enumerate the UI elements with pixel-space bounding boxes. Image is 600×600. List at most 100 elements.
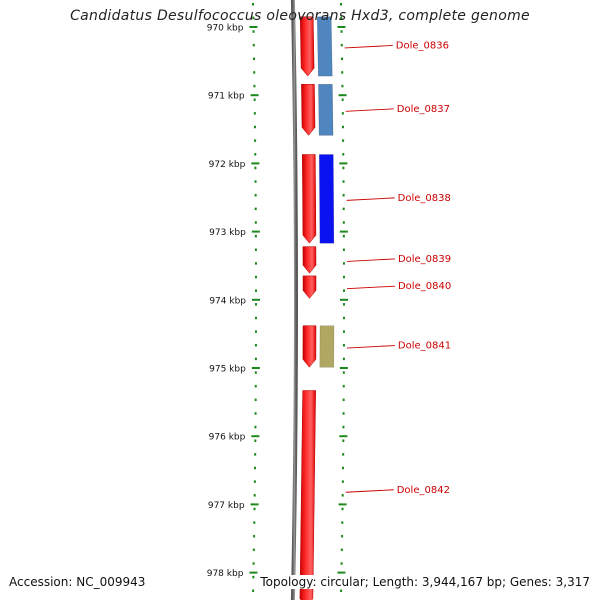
- minor-tick: [254, 398, 257, 402]
- product-bar[interactable]: [319, 325, 335, 368]
- minor-tick: [342, 262, 345, 265]
- gene-label[interactable]: Dole_0842: [397, 485, 450, 496]
- minor-tick: [342, 412, 345, 415]
- minor-tick: [254, 193, 257, 197]
- inner-tick-track: [251, 3, 257, 593]
- label-leader: [344, 44, 393, 49]
- minor-tick: [252, 16, 255, 20]
- minor-tick: [341, 534, 344, 538]
- tick-label: 971 kbp: [208, 92, 245, 102]
- product-bar[interactable]: [319, 154, 335, 244]
- minor-tick: [339, 3, 342, 6]
- minor-tick: [342, 207, 345, 211]
- product-bar[interactable]: [318, 84, 334, 136]
- minor-tick: [342, 344, 345, 347]
- gene-arrow[interactable]: [301, 84, 316, 136]
- minor-tick: [340, 43, 343, 47]
- minor-tick: [341, 125, 344, 129]
- minor-tick: [254, 412, 257, 415]
- minor-tick: [254, 207, 257, 211]
- gene-arrow[interactable]: [302, 154, 317, 244]
- minor-tick: [341, 84, 344, 88]
- axis-ticks: 970 kbp 971 kbp 972 kbp 973 kbp 974 kbp 975 k…: [207, 24, 348, 579]
- minor-tick: [342, 384, 345, 388]
- page-title: Candidatus Desulfococcus oleovorans Hxd3…: [70, 8, 530, 24]
- gene-label[interactable]: Dole_0840: [398, 281, 451, 292]
- minor-tick: [254, 439, 257, 442]
- minor-tick: [252, 548, 255, 552]
- gene-arrow[interactable]: [302, 246, 317, 274]
- accession-text: Accession: NC_009943: [9, 575, 146, 589]
- gene-label[interactable]: Dole_0838: [398, 193, 451, 204]
- minor-tick: [342, 425, 345, 429]
- minor-tick: [252, 589, 255, 593]
- minor-tick: [342, 316, 345, 320]
- minor-tick: [342, 439, 345, 442]
- minor-tick: [341, 112, 344, 115]
- minor-tick: [341, 494, 344, 497]
- minor-tick: [254, 371, 257, 374]
- minor-tick: [254, 330, 257, 333]
- minor-tick: [341, 98, 344, 101]
- minor-tick: [340, 30, 343, 33]
- minor-tick: [254, 357, 257, 361]
- minor-tick: [253, 507, 256, 511]
- minor-tick: [252, 57, 255, 61]
- minor-tick: [342, 289, 345, 292]
- gene-arrows: [299, 16, 317, 600]
- minor-tick: [253, 125, 256, 129]
- gene-label[interactable]: Dole_0841: [398, 341, 451, 352]
- minor-tick: [342, 398, 345, 402]
- gene-arrow[interactable]: [299, 16, 315, 77]
- minor-tick: [254, 453, 257, 456]
- tick-label: 970 kbp: [207, 24, 244, 34]
- label-leader: [346, 345, 395, 349]
- label-leader: [346, 197, 395, 201]
- minor-tick: [341, 71, 344, 74]
- tick-label: 972 kbp: [209, 160, 246, 170]
- minor-tick: [340, 548, 343, 552]
- minor-tick: [252, 30, 255, 33]
- topology-text: Topology: circular; Length: 3,944,167 bp…: [260, 575, 590, 589]
- minor-tick: [342, 357, 345, 361]
- tick-label: 976 kbp: [209, 433, 246, 443]
- minor-tick: [254, 316, 257, 320]
- minor-tick: [251, 3, 254, 6]
- minor-tick: [342, 221, 345, 224]
- minor-tick: [254, 384, 257, 388]
- minor-tick: [342, 453, 345, 456]
- minor-tick: [252, 562, 255, 565]
- gene-label[interactable]: Dole_0837: [397, 104, 450, 115]
- minor-tick: [340, 562, 343, 565]
- gene-arrow[interactable]: [302, 325, 317, 368]
- gene-arrow[interactable]: [299, 390, 316, 600]
- gene-arrow[interactable]: [302, 275, 317, 299]
- minor-tick: [342, 139, 345, 142]
- minor-tick: [254, 248, 257, 252]
- minor-tick: [254, 221, 257, 224]
- product-bars: [316, 16, 335, 368]
- label-leader: [345, 108, 394, 112]
- label-leader: [346, 258, 395, 262]
- product-bar[interactable]: [316, 16, 333, 77]
- minor-tick: [254, 303, 257, 306]
- minor-tick: [254, 466, 257, 470]
- tick-label: 973 kbp: [209, 228, 246, 238]
- gene-label[interactable]: Dole_0839: [398, 254, 451, 265]
- minor-tick: [253, 112, 256, 115]
- minor-tick: [342, 153, 345, 156]
- label-leader: [346, 285, 396, 290]
- minor-tick: [342, 180, 345, 183]
- minor-tick: [254, 425, 257, 429]
- minor-tick: [252, 575, 255, 579]
- minor-tick: [254, 234, 257, 238]
- tick-label: 977 kbp: [208, 501, 245, 511]
- minor-tick: [254, 275, 257, 279]
- gene-label[interactable]: Dole_0836: [396, 40, 449, 51]
- minor-tick: [254, 262, 257, 265]
- minor-tick: [340, 589, 343, 593]
- minor-tick: [253, 71, 256, 74]
- minor-tick: [253, 98, 256, 101]
- minor-tick: [253, 84, 256, 88]
